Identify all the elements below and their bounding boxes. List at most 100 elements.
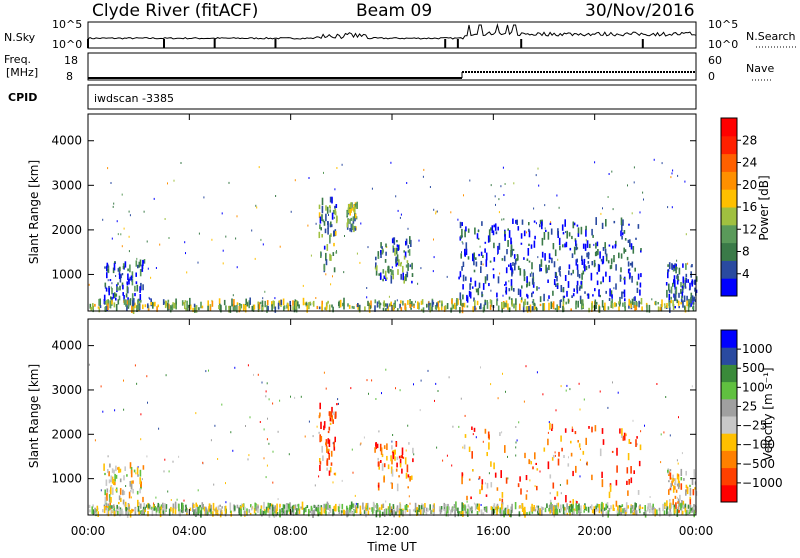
echo-region-1	[332, 411, 335, 415]
echo-region-6	[353, 306, 355, 309]
echo-region-3	[552, 482, 555, 489]
sparse-echo	[665, 396, 667, 398]
sparse-echo	[677, 462, 679, 465]
echo-region-0	[117, 282, 119, 285]
sparse-echo	[502, 294, 504, 297]
sparse-echo	[221, 212, 223, 215]
echo-region-5	[160, 504, 163, 507]
echo-region-1	[327, 438, 330, 444]
sparse-echo	[460, 397, 462, 400]
velocity-y-label: Slant Range [km]	[27, 364, 41, 468]
echo-region-2	[378, 466, 380, 470]
sparse-echo	[499, 272, 501, 275]
colorbar-segment	[721, 118, 737, 137]
sparse-echo	[351, 448, 353, 451]
echo-region-5	[656, 512, 658, 516]
sparse-echo	[368, 392, 369, 395]
echo-region-4	[492, 268, 495, 271]
echo-region-5	[353, 509, 355, 514]
echo-region-4	[520, 297, 523, 302]
echo-region-4	[504, 230, 506, 237]
echo-region-3	[525, 475, 528, 481]
echo-region-4	[640, 249, 642, 253]
echo-region-6	[666, 303, 668, 309]
echo-region-5	[623, 507, 626, 514]
sparse-echo	[102, 218, 104, 221]
echo-region-3	[376, 265, 378, 271]
sparse-echo	[290, 395, 291, 398]
echo-region-5	[471, 506, 473, 510]
sparse-echo	[479, 245, 481, 248]
echo-region-4	[583, 261, 585, 269]
echo-region-0	[113, 479, 115, 485]
echo-region-4	[523, 230, 526, 237]
sparse-echo	[341, 479, 343, 482]
echo-region-6	[109, 300, 111, 308]
sparse-echo	[507, 477, 509, 480]
echo-region-5	[555, 505, 557, 510]
echo-region-5	[137, 505, 140, 512]
sparse-echo	[134, 364, 136, 367]
echo-region-5	[124, 501, 127, 510]
echo-region-6	[156, 306, 158, 312]
echo-region-6	[343, 305, 345, 310]
sparse-echo	[452, 425, 454, 428]
echo-region-6	[325, 306, 328, 311]
echo-region-5	[531, 503, 533, 512]
sparse-echo	[633, 181, 635, 184]
echo-region-5	[440, 506, 443, 510]
echo-region-5	[691, 264, 693, 268]
echo-region-6	[90, 306, 92, 311]
sparse-echo	[263, 457, 265, 460]
echo-region-5	[482, 512, 485, 516]
echo-region-5	[94, 507, 96, 513]
sparse-echo	[245, 425, 246, 427]
echo-region-6	[580, 299, 582, 304]
echo-region-6	[339, 299, 342, 308]
sparse-echo	[678, 279, 680, 282]
echo-region-3	[393, 248, 395, 253]
echo-region-0	[106, 303, 108, 311]
echo-region-6	[123, 298, 126, 305]
echo-region-0	[122, 266, 125, 269]
echo-region-5	[155, 510, 158, 516]
colorbar-tick-label: 28	[742, 133, 757, 147]
echo-region-4	[517, 226, 520, 231]
echo-region-6	[331, 304, 333, 308]
colorbar-segment	[721, 467, 737, 486]
echo-region-6	[258, 302, 261, 310]
echo-region-5	[682, 276, 685, 284]
echo-region-4	[605, 253, 608, 262]
sparse-echo	[435, 210, 437, 213]
echo-region-4	[526, 280, 528, 287]
sparse-echo	[272, 450, 274, 453]
echo-region-0	[136, 284, 139, 292]
sparse-echo	[165, 374, 167, 377]
echo-region-2	[380, 460, 382, 463]
echo-region-5	[583, 505, 586, 510]
echo-region-4	[543, 232, 546, 240]
echo-region-3	[396, 254, 399, 262]
sparse-echo	[639, 211, 641, 214]
sparse-echo	[420, 267, 422, 270]
echo-region-5	[139, 510, 142, 514]
sparse-echo	[294, 179, 296, 182]
colorbar-segment	[721, 260, 737, 279]
echo-region-6	[271, 304, 273, 312]
echo-region-5	[685, 263, 687, 270]
echo-region-5	[684, 286, 687, 289]
echo-region-4	[493, 257, 496, 262]
echo-region-4	[470, 277, 472, 283]
echo-region-3	[619, 428, 621, 434]
colorbar-segment	[721, 484, 737, 503]
sparse-echo	[653, 158, 655, 161]
echo-region-5	[492, 505, 495, 509]
echo-region-4	[677, 498, 680, 502]
sparse-echo	[198, 232, 200, 235]
sparse-echo	[482, 440, 484, 443]
echo-region-3	[563, 455, 565, 458]
echo-region-5	[269, 503, 271, 510]
sparse-echo	[186, 271, 188, 274]
echo-region-5	[317, 507, 319, 514]
echo-region-6	[614, 302, 616, 308]
